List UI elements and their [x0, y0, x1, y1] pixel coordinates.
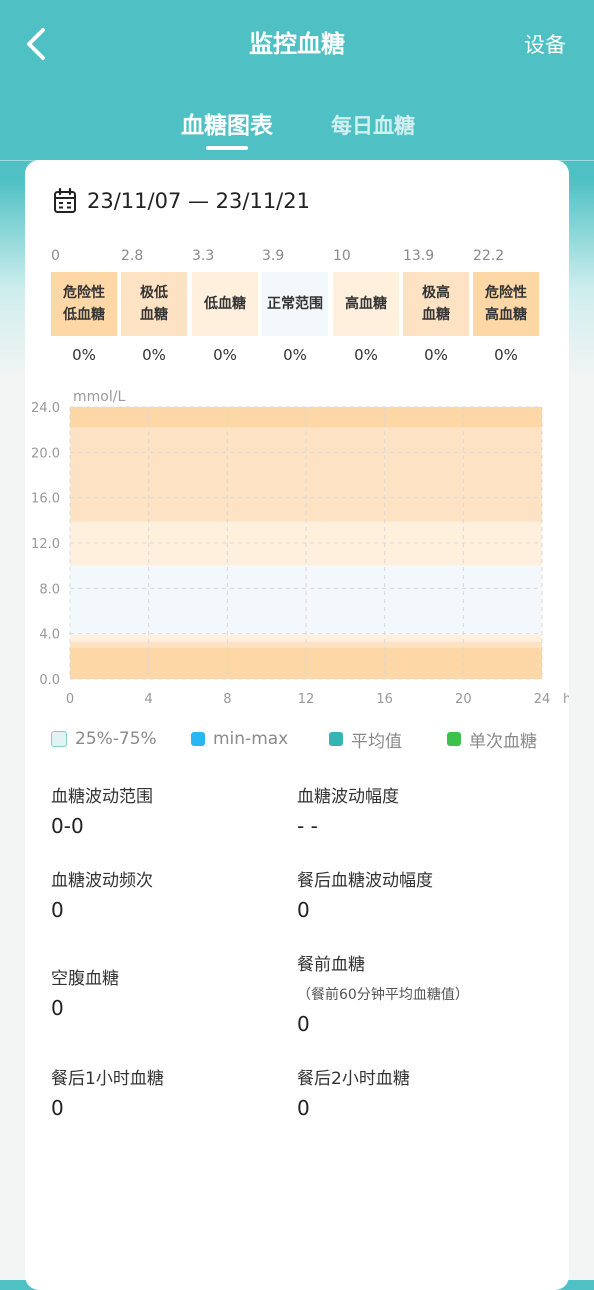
stat-frequency-label: 血糖波动频次 — [51, 871, 153, 891]
range-box-normal: 正常范围 — [262, 272, 328, 336]
legend-item-iqr: 25%-75% — [51, 727, 157, 751]
range-box-very-high: 极高 血糖 — [403, 272, 469, 336]
stat-fasting-label: 空腹血糖 — [51, 969, 119, 989]
x-tick-label: 20 — [455, 692, 472, 707]
legend-label: min-max — [213, 729, 289, 749]
date-range-selector[interactable]: 23/11/07 — 23/11/21 — [53, 184, 310, 218]
x-tick-label: 24 — [534, 692, 551, 707]
range-band — [70, 634, 542, 642]
threshold-label: 3.9 — [262, 248, 285, 264]
legend-item-min-max: min-max — [191, 727, 288, 751]
stat-amplitude-value: - - — [297, 814, 318, 838]
stat-post1h-value: 0 — [51, 1096, 64, 1120]
stat-pre-meal-value: 0 — [297, 1012, 310, 1036]
legend-item-average: 平均值 — [329, 727, 402, 752]
legend-item-single: 单次血糖 — [447, 727, 537, 752]
y-tick-label: 12.0 — [31, 537, 60, 552]
y-tick-label: 0.0 — [39, 673, 60, 688]
stat-post-meal-amp-label: 餐后血糖波动幅度 — [297, 871, 433, 891]
range-percent: 0% — [72, 346, 96, 364]
y-tick-label: 24.0 — [31, 401, 60, 416]
stat-amplitude-label: 血糖波动幅度 — [297, 787, 399, 807]
active-tab-indicator — [206, 146, 248, 150]
threshold-label: 13.9 — [403, 248, 435, 264]
tab-daily-glucose[interactable]: 每日血糖 — [331, 114, 415, 138]
y-tick-label: 8.0 — [39, 582, 60, 597]
x-tick-label: 0 — [66, 692, 74, 707]
range-box-danger-low: 危险性 低血糖 — [51, 272, 117, 336]
legend-label: 25%-75% — [75, 729, 157, 749]
range-percent: 0% — [142, 346, 166, 364]
threshold-label: 3.3 — [192, 248, 215, 264]
x-tick-label: 12 — [298, 692, 315, 707]
range-box-high: 高血糖 — [333, 272, 399, 336]
stat-range-label: 血糖波动范围 — [51, 787, 153, 807]
top-bar: 监控血糖 设备 — [0, 0, 594, 88]
threshold-label: 0 — [51, 248, 60, 264]
stat-post2h-label: 餐后2小时血糖 — [297, 1069, 410, 1089]
stat-post1h-label: 餐后1小时血糖 — [51, 1069, 164, 1089]
legend-swatch — [329, 732, 343, 746]
stat-range-value: 0-0 — [51, 814, 84, 838]
legend-swatch — [191, 732, 205, 746]
y-tick-label: 20.0 — [31, 446, 60, 461]
threshold-label: 10 — [333, 248, 351, 264]
range-band — [70, 641, 542, 648]
range-percent: 0% — [283, 346, 307, 364]
stat-post2h-value: 0 — [297, 1096, 310, 1120]
threshold-label: 22.2 — [473, 248, 505, 264]
glucose-chart: 0 4 8 12 16 20 24 0.0 4.0 8.0 12.0 16.0 20.0 24.0 mmol… — [31, 389, 569, 707]
tab-glucose-chart[interactable]: 血糖图表 — [181, 113, 273, 139]
x-axis-unit: h — [563, 692, 569, 707]
range-box-very-low: 极低 血糖 — [121, 272, 187, 336]
date-range-text: 23/11/07 — 23/11/21 — [87, 189, 310, 213]
legend-label: 单次血糖 — [469, 731, 537, 752]
legend-swatch — [51, 731, 67, 747]
x-tick-label: 16 — [376, 692, 393, 707]
y-axis-label: mmol/L — [73, 389, 125, 405]
legend-label: 平均值 — [351, 731, 402, 752]
range-percent: 0% — [354, 346, 378, 364]
x-tick-label: 4 — [145, 692, 153, 707]
stat-post-meal-amp-value: 0 — [297, 898, 310, 922]
range-box-low: 低血糖 — [192, 272, 258, 336]
x-tick-label: 8 — [223, 692, 231, 707]
y-tick-label: 4.0 — [39, 628, 60, 643]
back-button[interactable] — [14, 22, 58, 66]
calendar-icon — [54, 188, 76, 213]
legend-swatch — [447, 732, 461, 746]
range-percent: 0% — [494, 346, 518, 364]
chevron-left-icon — [27, 28, 45, 60]
stat-frequency-value: 0 — [51, 898, 64, 922]
stat-fasting-value: 0 — [51, 996, 64, 1020]
range-percent: 0% — [424, 346, 448, 364]
stat-pre-meal-sub: （餐前60分钟平均血糖值） — [297, 987, 469, 1003]
page-title: 监控血糖 — [249, 30, 345, 58]
device-button[interactable]: 设备 — [524, 33, 566, 57]
range-percent: 0% — [213, 346, 237, 364]
range-box-danger-high: 危险性 高血糖 — [473, 272, 539, 336]
y-tick-label: 16.0 — [31, 492, 60, 507]
chart-card: 23/11/07 — 23/11/21 0 2.8 3.3 3.9 10 13.… — [25, 160, 569, 1290]
stat-pre-meal-label: 餐前血糖 — [297, 955, 365, 975]
threshold-label: 2.8 — [121, 248, 144, 264]
